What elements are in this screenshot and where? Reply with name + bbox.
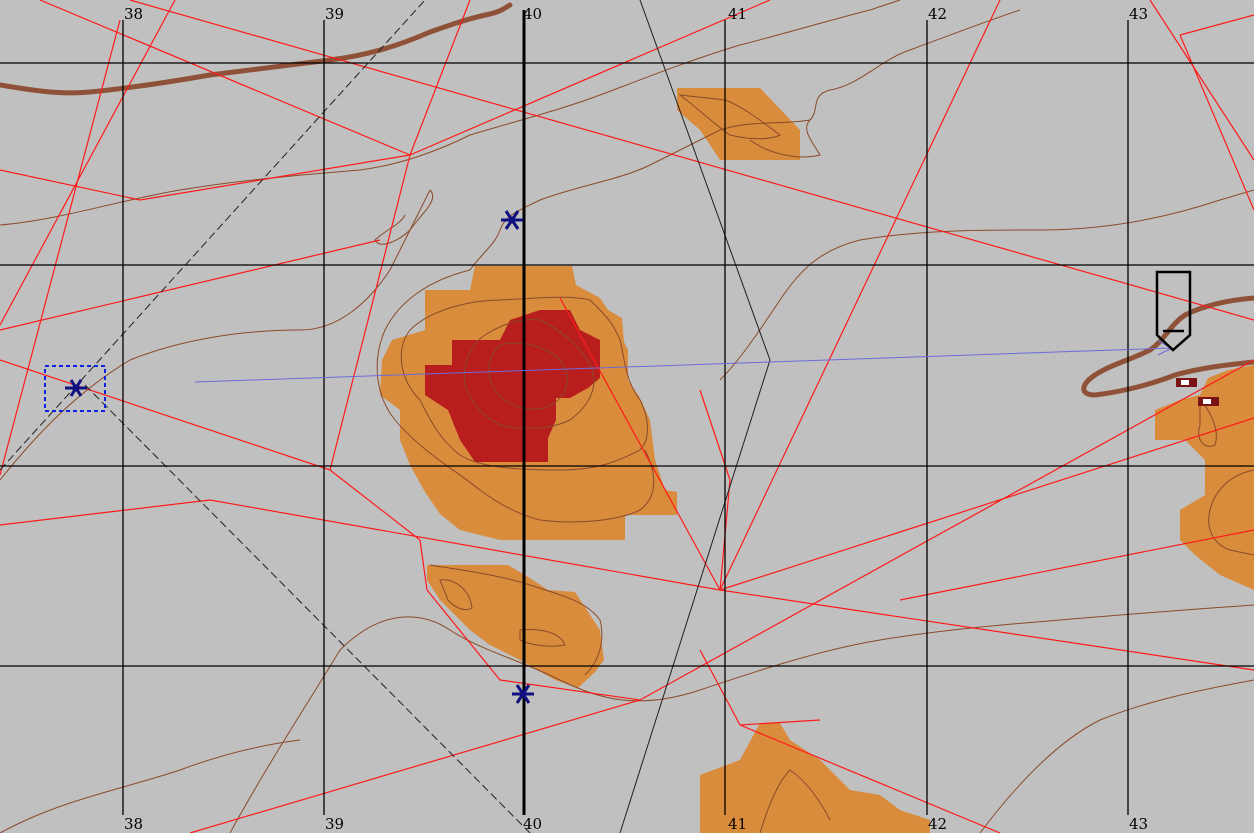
boundary-line (84, 384, 531, 833)
contour-line (749, 119, 821, 158)
terrain-high-elevation (425, 310, 600, 462)
terrain-patch-north (677, 88, 800, 160)
terrain-patch-east (1155, 365, 1254, 590)
road-segment (189, 699, 641, 833)
contour-line (1208, 469, 1254, 556)
contour-line (376, 269, 655, 523)
star-burst-icon[interactable] (501, 210, 523, 230)
road-segment (719, 417, 1254, 591)
contour-line (759, 769, 831, 833)
road-segment (719, 0, 1001, 591)
contour-line (400, 296, 648, 471)
star-burst-icon[interactable] (512, 684, 534, 704)
contour-line (0, 189, 431, 481)
selected-unit-icon[interactable] (65, 379, 87, 397)
grid-label-bottom: 43 (1129, 815, 1148, 833)
road-segment (719, 589, 1254, 671)
boundary-line (639, 0, 771, 361)
grid-label-top: 42 (928, 5, 947, 23)
road-segment (409, 0, 771, 156)
road-segment (39, 0, 411, 156)
selection-box[interactable] (44, 365, 106, 412)
terrain-patch-south (700, 723, 930, 833)
grid-label-top: 40 (523, 5, 542, 23)
road-segment (329, 469, 421, 541)
road-segment (0, 19, 121, 476)
road-segment (0, 499, 211, 526)
road-segment (699, 649, 741, 726)
road-segment (0, 359, 331, 471)
grid-label-top: 43 (1129, 5, 1148, 23)
star-burst-core (508, 216, 516, 224)
main-road-east (1081, 295, 1254, 398)
boundary-line (619, 359, 771, 833)
road-segment (1179, 34, 1254, 211)
grid-label-top: 38 (124, 5, 143, 23)
road-segment (0, 239, 381, 331)
road-segment (329, 154, 411, 471)
grid-label-bottom: 39 (325, 815, 344, 833)
contour-line (0, 0, 901, 226)
road-segment (739, 719, 821, 726)
grid-label-bottom: 41 (728, 815, 747, 833)
road-segment (1149, 0, 1254, 161)
road-segment (899, 529, 1254, 601)
contour-line (439, 579, 473, 611)
contour-line (979, 679, 1254, 833)
star-burst-core (72, 384, 80, 392)
star-burst-core (519, 690, 527, 698)
road-segment (209, 499, 721, 591)
road-segment (139, 154, 411, 201)
terrain-patch-south-central (427, 565, 604, 688)
contour-line (519, 629, 566, 647)
selected-unit[interactable] (44, 365, 106, 412)
boundary-line (0, 0, 426, 471)
waypoint-flag-outline[interactable] (1155, 270, 1192, 352)
contour-line (429, 564, 603, 676)
contour-line (488, 342, 568, 410)
terrain-peak-central (425, 310, 600, 462)
grid-label-top: 41 (728, 5, 747, 23)
road-segment (129, 0, 1254, 321)
road-segment (739, 724, 1001, 833)
grid (0, 10, 1254, 815)
grid-label-bottom: 42 (928, 815, 947, 833)
road-segment (0, 169, 141, 201)
building-icon-window (1181, 380, 1189, 385)
boundary-lines (0, 0, 531, 833)
building-icon-window (1203, 399, 1211, 404)
grid-labels-top: 38 39 40 41 42 43 (124, 5, 1148, 23)
contour-line (719, 189, 1254, 381)
contour-line (463, 319, 595, 429)
building-icon[interactable] (1198, 397, 1219, 406)
road-segment (559, 297, 721, 591)
road-segment (1179, 14, 1254, 36)
waypoint-flag-icon[interactable] (1155, 270, 1192, 352)
boundary-lines-solid (619, 0, 771, 833)
grid-label-bottom: 40 (523, 815, 542, 833)
road-segment (409, 0, 471, 156)
road-segment (419, 539, 428, 591)
contour-line (0, 739, 301, 833)
road-segment (0, 0, 176, 326)
movement-vector-line (194, 347, 1173, 383)
grid-label-bottom: 38 (124, 815, 143, 833)
road-segment (426, 589, 501, 681)
building-icon[interactable] (1176, 378, 1197, 387)
road-segment (639, 359, 1254, 701)
buildings[interactable] (1176, 378, 1219, 406)
contour-line (678, 94, 781, 140)
grid-label-top: 39 (325, 5, 344, 23)
grid-labels-bottom: 38 39 40 41 42 43 (124, 815, 1148, 833)
contour-line (1198, 398, 1217, 447)
